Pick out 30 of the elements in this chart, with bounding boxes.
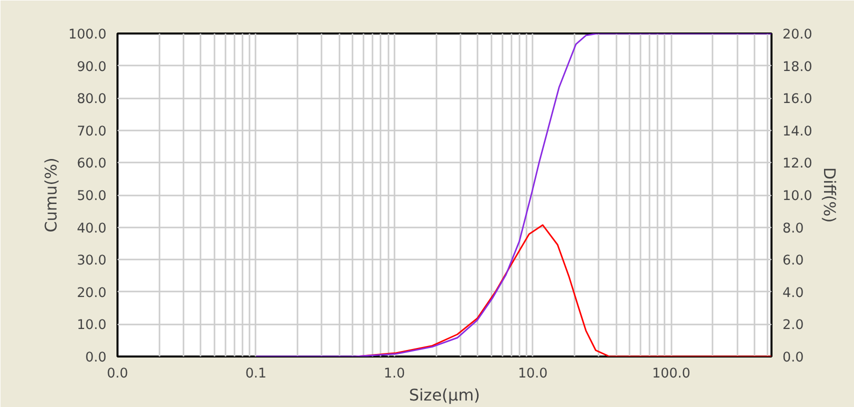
y-tick-label: 40.0 [76, 221, 107, 236]
y2-tick-label: 12.0 [782, 156, 812, 172]
y-tick-label: 100.0 [68, 28, 106, 42]
y-tick-label: 10.0 [76, 318, 107, 334]
x-tick-label: 0.0 [106, 366, 128, 382]
y-tick-label: 50.0 [76, 189, 107, 204]
y2-tick-label: 0.0 [782, 350, 804, 366]
x-axis-title: Size(µm) [408, 386, 480, 404]
y-tick-label: 90.0 [76, 60, 107, 75]
y-tick-label: 20.0 [76, 286, 107, 301]
x-tick-label: 0.1 [245, 366, 267, 382]
x-tick-label: 1.0 [384, 366, 405, 382]
y2-tick-label: 20.0 [782, 28, 812, 42]
y2-axis-title: Diff(%) [820, 167, 840, 223]
y-tick-label: 30.0 [76, 254, 107, 269]
y2-tick-label: 8.0 [782, 221, 804, 236]
y-tick-label: 70.0 [76, 124, 107, 140]
y-tick-label: 0.0 [85, 350, 107, 366]
y-tick-label: 80.0 [76, 92, 107, 108]
y2-tick-label: 6.0 [782, 254, 804, 269]
y2-tick-label: 18.0 [782, 60, 812, 75]
y2-tick-label: 2.0 [782, 318, 804, 334]
x-tick-label: 10.0 [518, 366, 548, 382]
y2-tick-label: 10.0 [782, 189, 812, 204]
y2-tick-label: 16.0 [782, 92, 812, 108]
y-axis-title: Cumu(%) [41, 158, 60, 232]
y-tick-label: 60.0 [76, 156, 107, 172]
y2-tick-label: 14.0 [782, 124, 812, 140]
y2-tick-label: 4.0 [782, 286, 804, 301]
x-tick-label: 100.0 [652, 366, 690, 382]
